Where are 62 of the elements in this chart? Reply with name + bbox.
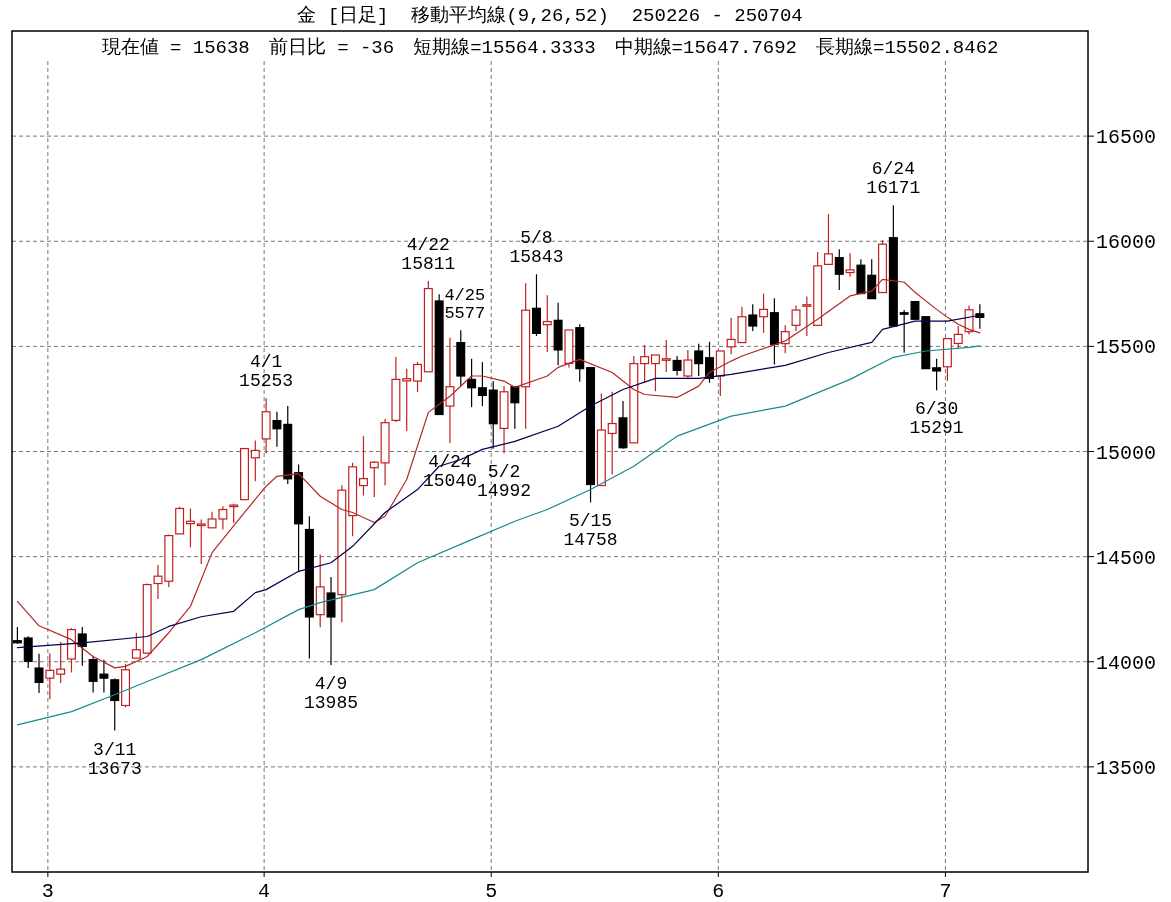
candlestick [542, 294, 552, 353]
y-tick-label: 13500 [1096, 756, 1157, 780]
candlestick [369, 460, 379, 498]
x-tick-label: 4 [258, 880, 271, 902]
candlestick [748, 303, 758, 332]
candlestick [661, 339, 671, 373]
candlestick [802, 295, 812, 337]
y-tick-label: 15500 [1096, 336, 1157, 360]
line-series [16, 345, 981, 726]
candlestick [467, 358, 477, 408]
candlestick [694, 343, 704, 377]
candlestick [326, 576, 336, 666]
candlestick [867, 258, 877, 300]
candlestick [445, 337, 455, 444]
x-tick-label: 7 [939, 880, 952, 902]
candlestick [640, 344, 650, 384]
candlestick [358, 435, 368, 497]
candlestick [510, 385, 520, 430]
annotation: 6/24 16171 [866, 159, 921, 199]
candlestick [413, 361, 423, 393]
x-tick-label: 6 [712, 880, 725, 902]
candlestick [185, 507, 195, 548]
candlestick [56, 641, 66, 684]
annotation: 4/25 5577 [444, 286, 486, 324]
candlestick [845, 252, 855, 278]
candlestick [791, 304, 801, 332]
chart-title: 金 [日足] 移動平均線(9,26,52) 250226 - 250704 [297, 5, 803, 27]
y-tick-label: 14500 [1096, 546, 1157, 570]
candlestick [196, 519, 206, 565]
candlestick [650, 354, 660, 392]
candlestick [402, 368, 412, 432]
chart-subtitle: 現在値 = 15638 前日比 = -36 短期線=15564.3333 中期線=15647.7692 長期線=15502.8462 [101, 37, 999, 59]
candlestick [953, 325, 963, 349]
candlestick [45, 652, 55, 700]
candlestick [834, 248, 844, 291]
annotation: 3/11 13673 [87, 739, 142, 779]
candlestick [250, 439, 260, 482]
candlestick [823, 213, 833, 265]
candlestick [932, 358, 942, 391]
candlestick [23, 635, 33, 669]
annotation: 6/30 15291 [909, 399, 964, 439]
candlestick [975, 303, 985, 330]
candlestick [759, 293, 769, 334]
candlestick [683, 349, 693, 380]
candlestick [477, 361, 487, 407]
x-tick-label: 3 [41, 880, 54, 902]
annotation: 5/15 14758 [563, 511, 618, 551]
y-tick-label: 14000 [1096, 651, 1157, 675]
annotation: 4/22 15811 [401, 234, 456, 274]
y-tick-label: 16000 [1096, 231, 1157, 255]
candlestick [34, 653, 44, 694]
annotation: 5/8 15843 [509, 228, 564, 268]
x-tick-label: 5 [485, 880, 498, 902]
y-tick-label: 16500 [1096, 126, 1157, 150]
candlestick [672, 355, 682, 376]
annotation: 4/1 15253 [239, 352, 294, 392]
annotation: 5/2 14992 [477, 462, 532, 502]
candlestick [131, 632, 141, 659]
candlestick [607, 391, 617, 476]
candlestick [272, 411, 282, 448]
y-tick-label: 15000 [1096, 441, 1157, 465]
annotation: 4/9 13985 [304, 673, 359, 713]
